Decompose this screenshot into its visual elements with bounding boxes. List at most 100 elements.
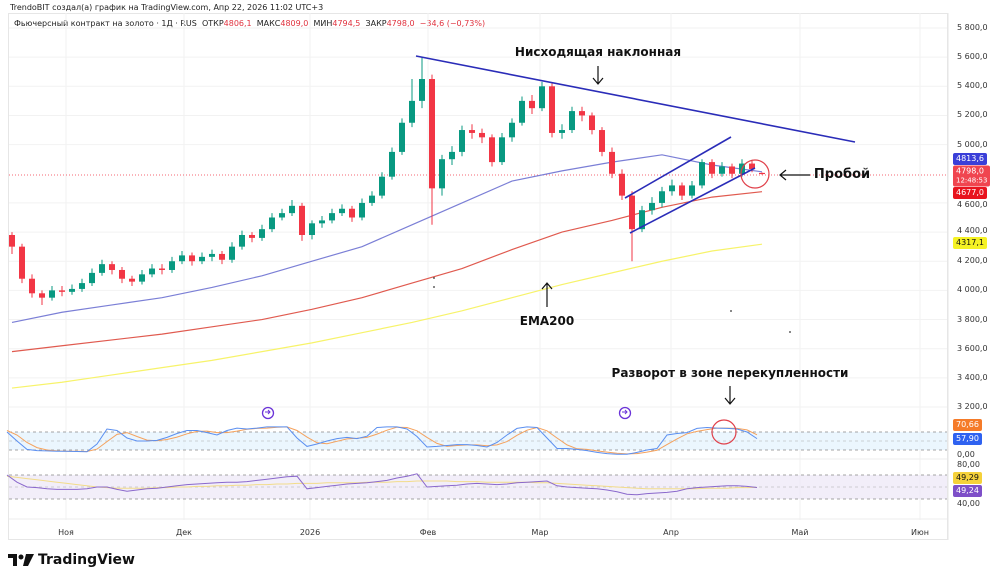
- arrow-left-icon: [779, 169, 810, 181]
- candle: [149, 264, 155, 278]
- price-tick-label: 5 200,0: [957, 110, 988, 120]
- candle: [609, 147, 615, 179]
- candle-body: [479, 132, 485, 138]
- candle: [679, 182, 685, 201]
- candle: [179, 251, 185, 265]
- candle: [119, 267, 125, 284]
- candle-body: [559, 130, 565, 133]
- candle: [29, 274, 35, 298]
- candle-body: [259, 229, 265, 238]
- candle: [229, 242, 235, 263]
- candle-body: [489, 137, 495, 163]
- low-value: 4794,5: [332, 19, 361, 28]
- arrow-down-icon: [724, 386, 736, 405]
- candle-body: [299, 205, 305, 235]
- candle-body: [629, 195, 635, 230]
- candle: [9, 232, 15, 254]
- candle-body: [519, 100, 525, 123]
- candle: [529, 95, 535, 115]
- candle: [379, 172, 385, 199]
- candle-body: [349, 208, 355, 218]
- candle-body: [359, 202, 365, 218]
- open-label: ОТКР: [201, 19, 224, 28]
- candle: [639, 205, 645, 233]
- candle-body: [469, 130, 475, 133]
- low-label: МИН: [313, 19, 333, 28]
- candle: [409, 79, 415, 128]
- candle-body: [219, 253, 225, 260]
- candle: [549, 83, 555, 138]
- rsi-ma-line: [6, 475, 758, 490]
- stoch-k-line: [6, 426, 758, 455]
- candle-body: [459, 130, 465, 152]
- candle: [509, 118, 515, 142]
- candle-body: [379, 176, 385, 196]
- candle: [239, 230, 245, 250]
- price-tick-label: 3 600,0: [957, 343, 988, 353]
- candle-body: [39, 293, 45, 298]
- event-icon[interactable]: [618, 406, 632, 420]
- candle: [189, 252, 195, 266]
- ema-lines: [11, 154, 763, 389]
- candle: [569, 106, 575, 133]
- candle: [299, 202, 305, 241]
- candle-body: [719, 166, 725, 174]
- candle: [69, 284, 75, 295]
- candle: [339, 204, 345, 217]
- candle-body: [409, 100, 415, 123]
- price-tick-label: 4 200,0: [957, 256, 988, 266]
- candle: [269, 213, 275, 233]
- candle-body: [269, 217, 275, 230]
- high-value: 4809,0: [280, 19, 309, 28]
- tradingview-logo[interactable]: TradingView: [8, 552, 135, 568]
- event-icon[interactable]: [261, 406, 275, 420]
- candle-body: [9, 234, 15, 247]
- candle: [669, 179, 675, 196]
- candle-body: [369, 195, 375, 203]
- candle: [49, 286, 55, 301]
- candle: [519, 96, 525, 126]
- candle: [249, 232, 255, 243]
- candle: [449, 146, 455, 166]
- candle-body: [289, 205, 295, 214]
- candle: [79, 278, 85, 292]
- candle: [109, 261, 115, 275]
- candle-body: [529, 100, 535, 109]
- candle: [209, 249, 215, 262]
- candle-body: [109, 264, 115, 270]
- chart-credit: TrendoBIT создал(а) график на TradingVie…: [10, 3, 324, 12]
- time-tick-label: Июн: [911, 528, 929, 537]
- candle: [289, 200, 295, 217]
- ema200-line: [11, 243, 763, 389]
- candle: [489, 134, 495, 167]
- candle-body: [19, 246, 25, 279]
- candle: [389, 147, 395, 180]
- candle-body: [229, 246, 235, 260]
- candle-body: [439, 159, 445, 189]
- candle-body: [749, 163, 755, 170]
- price-tick-label: 4 000,0: [957, 285, 988, 295]
- breakout-circle: [740, 159, 770, 189]
- price-tick-label: 3 800,0: [957, 314, 988, 324]
- candle-body: [89, 272, 95, 284]
- ema100-line: [11, 191, 763, 353]
- ema200-annotation: EMA200: [519, 314, 575, 328]
- candle-body: [189, 255, 195, 262]
- candle-body: [539, 86, 545, 109]
- candle: [349, 205, 355, 222]
- price-tick-label: 3 400,0: [957, 372, 988, 382]
- indicator-bands: [9, 13, 949, 540]
- candle: [19, 243, 25, 284]
- price-tick-label: 3 200,0: [957, 402, 988, 411]
- time-tick-label: Фев: [419, 528, 437, 537]
- ema100-badge: 4677,0: [953, 187, 987, 199]
- candle: [659, 186, 665, 208]
- candle-body: [99, 264, 105, 273]
- rsi-40-label: 40,00: [957, 499, 980, 508]
- candle-body: [509, 122, 515, 138]
- candle-body: [149, 268, 155, 275]
- time-tick-label: Дек: [175, 528, 193, 537]
- candle-body: [319, 220, 325, 224]
- candle-body: [179, 255, 185, 262]
